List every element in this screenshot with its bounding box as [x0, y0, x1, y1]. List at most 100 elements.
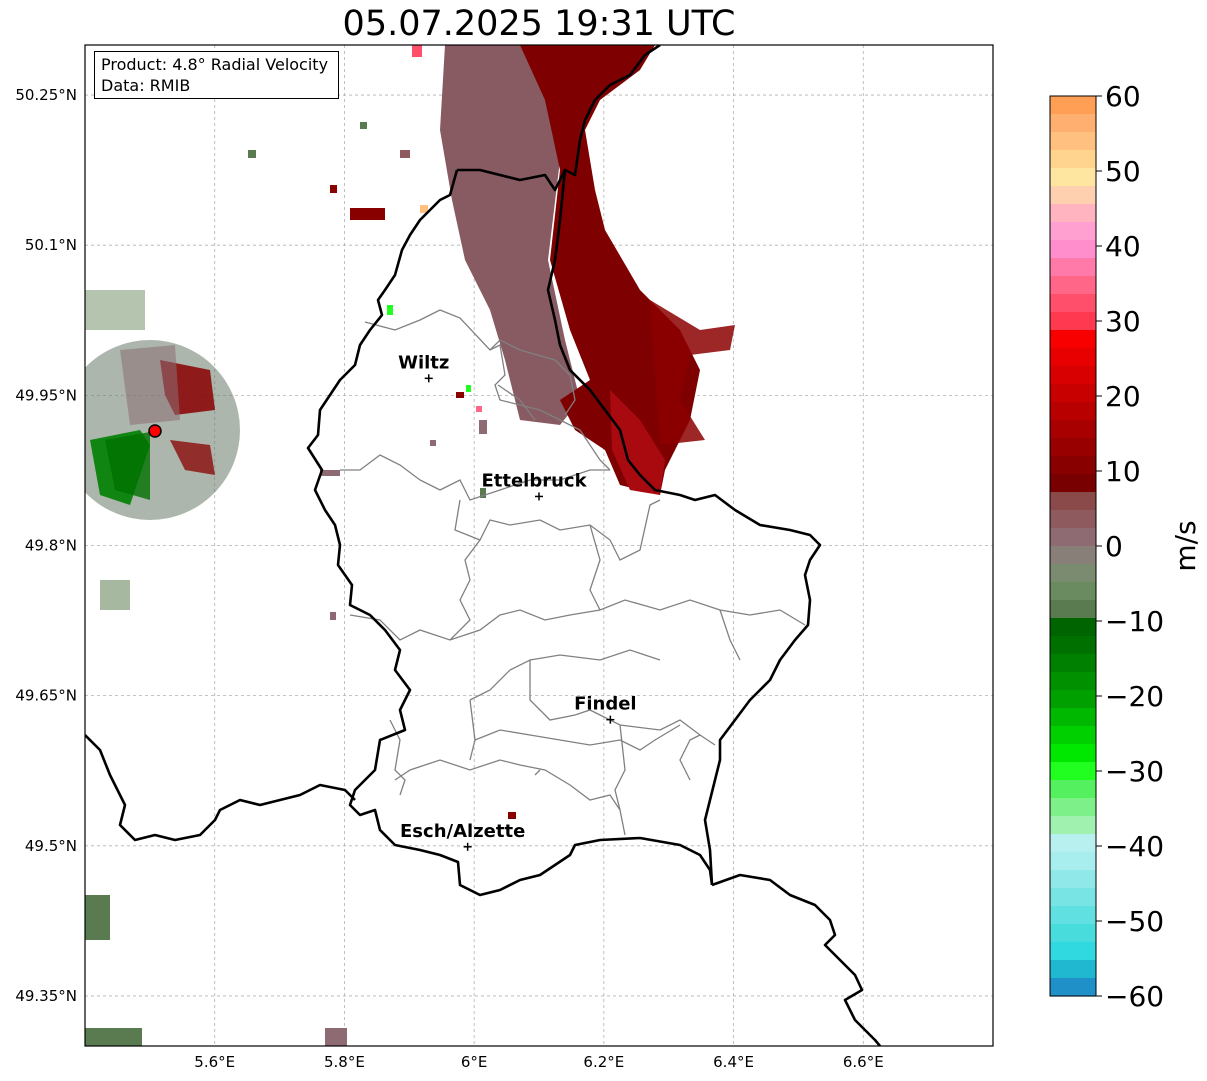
colorbar-segment — [1050, 510, 1096, 529]
echo-speck — [400, 150, 410, 158]
echo-site-mauve — [120, 345, 180, 425]
colorbar-segment — [1050, 384, 1096, 403]
colorbar-segment — [1050, 276, 1096, 295]
colorbar-segment — [1050, 582, 1096, 601]
echo-speck — [360, 122, 367, 129]
colorbar-tick-label: 0 — [1105, 530, 1123, 563]
colorbar-segment — [1050, 312, 1096, 331]
city-markers: Wiltz Ettelbruck Findel Esch/Alzette — [398, 352, 637, 851]
echo-speck — [248, 150, 256, 158]
colorbar-segment — [1050, 366, 1096, 385]
colorbar-tick-label: −60 — [1105, 980, 1164, 1013]
colorbar-segment — [1050, 924, 1096, 943]
colorbar-tick-label: −10 — [1105, 605, 1164, 638]
map-title: 05.07.2025 19:31 UTC — [342, 4, 736, 44]
lat-tick-label: 49.65°N — [15, 687, 77, 705]
echo-speck — [508, 812, 516, 819]
colorbar-tick-label: 30 — [1105, 305, 1141, 338]
colorbar-segment — [1050, 420, 1096, 439]
data-source-label: Data: RMIB — [101, 76, 191, 95]
colorbar-segment — [1050, 618, 1096, 637]
echo-speck — [430, 440, 436, 446]
lon-tick-label: 6.2°E — [583, 1053, 624, 1071]
de-fr-border — [711, 873, 881, 1046]
echo-speck — [85, 290, 145, 330]
colorbar-segment — [1050, 474, 1096, 493]
colorbar-segment — [1050, 672, 1096, 691]
colorbar-tick-label: 50 — [1105, 155, 1141, 188]
colorbar-segment — [1050, 348, 1096, 367]
colorbar-segment — [1050, 330, 1096, 349]
city-label: Esch/Alzette — [400, 821, 525, 842]
colorbar-tick-label: 40 — [1105, 230, 1141, 263]
echo-speck — [480, 488, 486, 498]
colorbar-segment — [1050, 870, 1096, 889]
echo-speck — [330, 612, 336, 620]
colorbar-tick-label: 10 — [1105, 455, 1141, 488]
axis-labels: 50.25°N 50.1°N 49.95°N 49.8°N 49.65°N 49.5°N 4… — [15, 86, 883, 1071]
echo-darkred-band — [520, 45, 700, 495]
colorbar-segment — [1050, 798, 1096, 817]
colorbar-segment — [1050, 258, 1096, 277]
echo-speck — [100, 580, 130, 610]
radar-echoes — [85, 45, 735, 1046]
colorbar-segment — [1050, 528, 1096, 547]
colorbar-label: m/s — [1169, 520, 1202, 571]
colorbar-segment — [1050, 726, 1096, 745]
city-ettelbruck: Ettelbruck — [481, 470, 588, 501]
colorbar-segment — [1050, 780, 1096, 799]
colorbar-segment — [1050, 564, 1096, 583]
echo-speck — [412, 45, 422, 57]
colorbar-segment — [1050, 654, 1096, 673]
lon-tick-label: 5.8°E — [324, 1053, 365, 1071]
colorbar-tick-label: 20 — [1105, 380, 1141, 413]
colorbar-segment — [1050, 636, 1096, 655]
colorbar-segment — [1050, 438, 1096, 457]
lat-tick-label: 50.1°N — [25, 236, 77, 254]
echo-speck — [466, 385, 471, 392]
lat-tick-label: 49.95°N — [15, 386, 77, 404]
lat-tick-label: 49.8°N — [25, 537, 77, 555]
colorbar-segment — [1050, 906, 1096, 925]
echo-speck — [387, 305, 393, 315]
city-findel: Findel — [574, 694, 637, 724]
echo-red-edge — [610, 390, 665, 495]
colorbar-tick-label: −40 — [1105, 830, 1164, 863]
colorbar-segment — [1050, 834, 1096, 853]
colorbar-segment — [1050, 402, 1096, 421]
echo-speck — [330, 185, 337, 193]
echo-speck — [85, 1028, 142, 1046]
colorbar-segment — [1050, 816, 1096, 835]
lat-tick-label: 50.25°N — [15, 86, 77, 104]
radar-site-marker — [148, 424, 162, 438]
echo-speck — [85, 895, 110, 940]
echo-speck — [479, 420, 487, 434]
colorbar-tick-label: −20 — [1105, 680, 1164, 713]
colorbar-segment — [1050, 132, 1096, 151]
echo-speck — [476, 406, 482, 412]
colorbar-segment — [1050, 762, 1096, 781]
echo-site-red2 — [170, 440, 215, 475]
map-frame — [84, 44, 994, 1047]
lon-tick-label: 6.4°E — [713, 1053, 754, 1071]
be-fr-border — [85, 734, 356, 842]
canton-boundaries — [340, 309, 806, 836]
lon-tick-label: 6.6°E — [843, 1053, 884, 1071]
colorbar-tick-label: −50 — [1105, 905, 1164, 938]
echo-speck — [325, 1028, 347, 1046]
lon-tick-label: 5.6°E — [194, 1053, 235, 1071]
colorbar-segment — [1050, 114, 1096, 133]
city-label: Findel — [574, 694, 637, 715]
colorbar-segment — [1050, 960, 1096, 979]
colorbar-segment — [1050, 294, 1096, 313]
product-label: Product: 4.8° Radial Velocity — [101, 55, 329, 74]
city-wiltz: Wiltz — [398, 352, 449, 383]
city-label: Wiltz — [398, 352, 449, 373]
echo-speck — [420, 205, 428, 213]
lux-border — [306, 169, 714, 897]
colorbar-segment — [1050, 492, 1096, 511]
colorbar-tick-label: 60 — [1105, 80, 1141, 113]
lat-tick-label: 49.5°N — [25, 837, 77, 855]
colorbar-segment — [1050, 708, 1096, 727]
